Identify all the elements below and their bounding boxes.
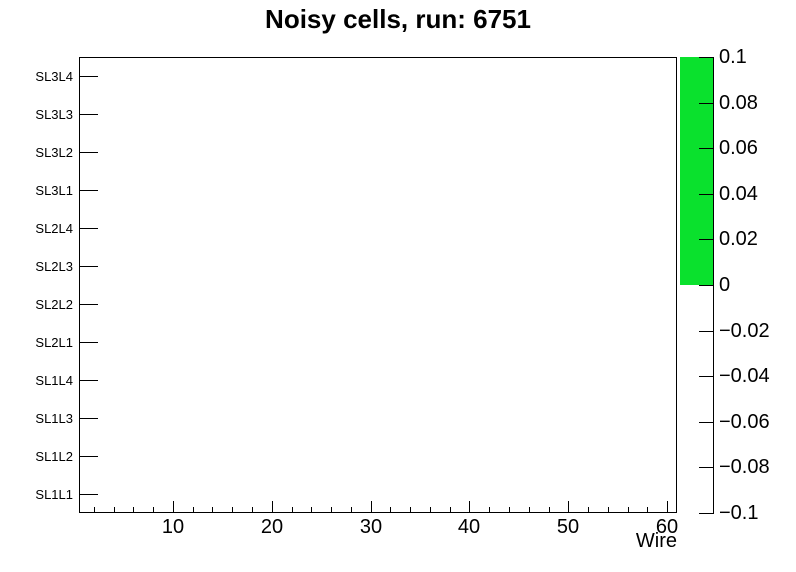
x-minor-tick: [489, 507, 490, 513]
z-tick-label: 0.04: [719, 183, 758, 205]
x-minor-tick: [292, 507, 293, 513]
x-major-tick: [173, 501, 174, 513]
x-minor-tick: [193, 507, 194, 513]
z-tick-label: 0.1: [719, 46, 747, 68]
z-tick-label: −0.1: [719, 502, 759, 524]
z-tick-label: 0: [719, 274, 731, 296]
x-minor-tick: [351, 507, 352, 513]
x-minor-tick: [647, 507, 648, 513]
x-minor-tick: [430, 507, 431, 513]
y-bin-label: SL3L3: [35, 107, 73, 122]
x-minor-tick: [331, 507, 332, 513]
y-bin-label: SL2L4: [35, 221, 73, 236]
plot-frame: [79, 57, 677, 513]
z-tick: [699, 57, 713, 58]
x-tick-label: 20: [260, 516, 284, 538]
y-bin-label: SL1L1: [35, 487, 73, 502]
y-bin-label: SL3L2: [35, 145, 73, 160]
y-bin-label: SL2L3: [35, 259, 73, 274]
y-bin-tick: [79, 418, 98, 419]
x-major-tick: [272, 501, 273, 513]
z-tick: [699, 148, 713, 149]
z-tick: [699, 103, 713, 104]
y-bin-label: SL3L4: [35, 69, 73, 84]
x-major-tick: [667, 501, 668, 513]
z-tick-label: −0.06: [719, 411, 770, 433]
z-tick: [699, 376, 713, 377]
y-bin-tick: [79, 266, 98, 267]
y-bin-tick: [79, 152, 98, 153]
x-minor-tick: [509, 507, 510, 513]
x-minor-tick: [114, 507, 115, 513]
z-tick-label: −0.04: [719, 365, 770, 387]
y-bin-label: SL1L3: [35, 411, 73, 426]
z-tick: [699, 513, 713, 514]
palette-axis-line: [713, 57, 714, 514]
z-tick-label: −0.02: [719, 320, 770, 342]
y-bin-label: SL3L1: [35, 183, 73, 198]
z-tick: [699, 285, 713, 286]
y-bin-tick: [79, 342, 98, 343]
x-minor-tick: [133, 507, 134, 513]
x-minor-tick: [450, 507, 451, 513]
y-bin-label: SL2L2: [35, 297, 73, 312]
x-minor-tick: [311, 507, 312, 513]
x-tick-label: 10: [161, 516, 185, 538]
y-bin-tick: [79, 114, 98, 115]
x-minor-tick: [549, 507, 550, 513]
y-bin-label: SL1L4: [35, 373, 73, 388]
x-minor-tick: [232, 507, 233, 513]
y-bin-tick: [79, 190, 98, 191]
z-tick: [699, 239, 713, 240]
x-minor-tick: [94, 507, 95, 513]
x-major-tick: [568, 501, 569, 513]
z-tick-label: 0.08: [719, 92, 758, 114]
y-bin-tick: [79, 494, 98, 495]
x-minor-tick: [628, 507, 629, 513]
z-tick-label: 0.02: [719, 228, 758, 250]
y-bin-tick: [79, 228, 98, 229]
y-bin-tick: [79, 304, 98, 305]
x-minor-tick: [153, 507, 154, 513]
y-bin-label: SL2L1: [35, 335, 73, 350]
x-minor-tick: [252, 507, 253, 513]
y-bin-tick: [79, 380, 98, 381]
y-bin-label: SL1L2: [35, 449, 73, 464]
chart-title: Noisy cells, run: 6751: [265, 4, 531, 34]
x-major-tick: [469, 501, 470, 513]
x-major-tick: [371, 501, 372, 513]
x-minor-tick: [529, 507, 530, 513]
x-tick-label: 30: [359, 516, 383, 538]
z-tick: [699, 194, 713, 195]
x-minor-tick: [588, 507, 589, 513]
x-minor-tick: [608, 507, 609, 513]
palette-color-band: [680, 57, 713, 285]
z-tick-label: 0.06: [719, 137, 758, 159]
x-tick-label: 60: [655, 516, 679, 538]
y-bin-tick: [79, 76, 98, 77]
x-tick-label: 50: [556, 516, 580, 538]
z-tick: [699, 467, 713, 468]
y-bin-tick: [79, 456, 98, 457]
x-minor-tick: [410, 507, 411, 513]
z-tick: [699, 422, 713, 423]
x-axis-title: Wire: [635, 530, 677, 552]
x-minor-tick: [390, 507, 391, 513]
x-tick-label: 40: [457, 516, 481, 538]
z-tick-label: −0.08: [719, 456, 770, 478]
x-minor-tick: [212, 507, 213, 513]
z-tick: [699, 331, 713, 332]
